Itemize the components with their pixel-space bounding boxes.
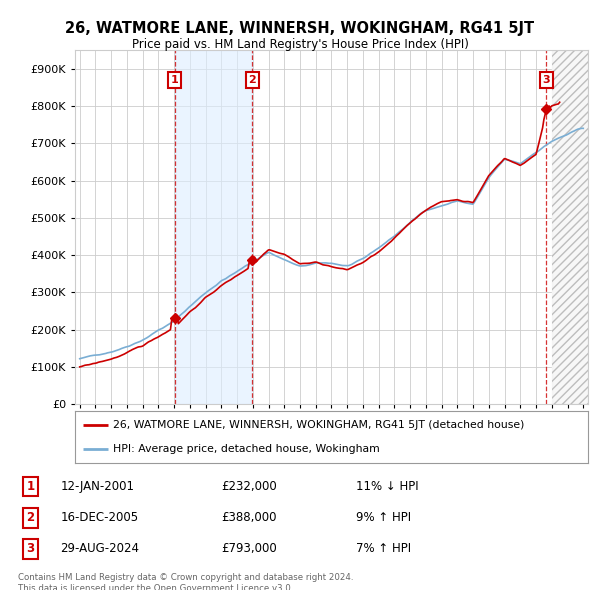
Text: £793,000: £793,000	[221, 542, 277, 555]
Text: Contains HM Land Registry data © Crown copyright and database right 2024.: Contains HM Land Registry data © Crown c…	[18, 573, 353, 582]
Text: £388,000: £388,000	[221, 511, 277, 525]
Text: 12-JAN-2001: 12-JAN-2001	[60, 480, 134, 493]
Text: 7% ↑ HPI: 7% ↑ HPI	[356, 542, 412, 555]
Text: 2: 2	[248, 75, 256, 85]
Text: HPI: Average price, detached house, Wokingham: HPI: Average price, detached house, Woki…	[113, 444, 380, 454]
Text: 3: 3	[542, 75, 550, 85]
Text: This data is licensed under the Open Government Licence v3.0.: This data is licensed under the Open Gov…	[18, 584, 293, 590]
Text: 2: 2	[26, 511, 34, 525]
Text: 9% ↑ HPI: 9% ↑ HPI	[356, 511, 412, 525]
Text: 3: 3	[26, 542, 34, 555]
Bar	[552, 50, 588, 404]
Text: 29-AUG-2024: 29-AUG-2024	[60, 542, 139, 555]
Text: 26, WATMORE LANE, WINNERSH, WOKINGHAM, RG41 5JT: 26, WATMORE LANE, WINNERSH, WOKINGHAM, R…	[65, 21, 535, 35]
Bar	[175, 50, 252, 404]
Text: 11% ↓ HPI: 11% ↓ HPI	[356, 480, 419, 493]
Text: 26, WATMORE LANE, WINNERSH, WOKINGHAM, RG41 5JT (detached house): 26, WATMORE LANE, WINNERSH, WOKINGHAM, R…	[113, 420, 525, 430]
Text: £232,000: £232,000	[221, 480, 277, 493]
Text: 16-DEC-2005: 16-DEC-2005	[60, 511, 139, 525]
Bar	[552, 50, 588, 404]
Text: 1: 1	[26, 480, 34, 493]
Text: Price paid vs. HM Land Registry's House Price Index (HPI): Price paid vs. HM Land Registry's House …	[131, 38, 469, 51]
Text: 1: 1	[171, 75, 179, 85]
Bar	[552, 50, 588, 404]
